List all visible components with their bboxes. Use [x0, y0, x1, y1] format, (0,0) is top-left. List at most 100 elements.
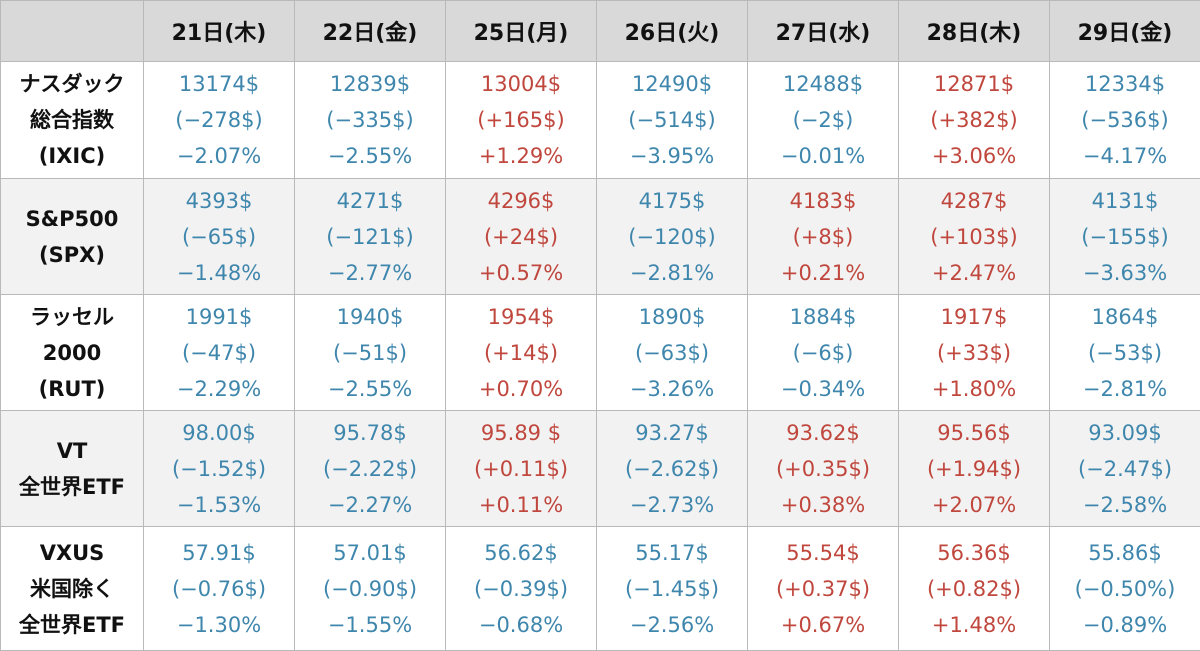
- percent-change: −2.55%: [327, 376, 413, 401]
- percent-change: −2.58%: [1082, 492, 1168, 517]
- percent-change: −2.27%: [327, 492, 413, 517]
- change-value: (−120$): [628, 224, 716, 249]
- percent-change: −2.55%: [327, 144, 413, 168]
- value-cell: 98.00$ (−1.52$) −1.53%: [143, 410, 295, 527]
- change-value: (−2.62$): [624, 456, 720, 481]
- percent-change: −2.73%: [629, 492, 715, 517]
- percent-change: +1.29%: [478, 144, 564, 168]
- change-value: (−51$): [332, 340, 408, 365]
- price-value: 4271$: [336, 188, 404, 213]
- row-label-line: (RUT): [38, 376, 106, 401]
- value-cell: 95.56$ (+1.94$) +2.07%: [898, 410, 1050, 527]
- percent-change: −2.77%: [327, 260, 413, 285]
- percent-change: −0.01%: [780, 144, 866, 168]
- price-value: 95.89 $: [480, 420, 562, 445]
- price-value: 95.78$: [333, 420, 407, 445]
- change-value: (−1.52$): [171, 456, 267, 481]
- row-label-line: 2000: [42, 340, 102, 365]
- percent-change: −2.56%: [629, 612, 715, 637]
- percent-change: −2.81%: [1082, 376, 1168, 401]
- change-value: (+8$): [792, 224, 854, 249]
- change-value: (+0.82$): [926, 576, 1022, 601]
- row-label-line: VT: [56, 438, 88, 463]
- value-cell: 57.01$ (−0.90$) −1.55%: [294, 526, 446, 651]
- value-cell: 4183$ (+8$) +0.21%: [747, 178, 899, 295]
- percent-change: +0.70%: [478, 376, 564, 401]
- price-value: 55.17$: [635, 540, 709, 565]
- price-value: 93.09$: [1088, 420, 1162, 445]
- percent-change: −0.89%: [1082, 612, 1168, 637]
- value-cell: 12839$ (−335$) −2.55%: [294, 61, 446, 179]
- corner-cell: [0, 0, 144, 62]
- change-value: (+14$): [483, 340, 559, 365]
- percent-change: −1.55%: [327, 612, 413, 637]
- value-cell: 1917$ (+33$) +1.80%: [898, 294, 1050, 411]
- price-value: 4131$: [1091, 188, 1159, 213]
- change-value: (−121$): [326, 224, 414, 249]
- change-value: (−2.22$): [322, 456, 418, 481]
- value-cell: 1890$ (−63$) −3.26%: [596, 294, 748, 411]
- percent-change: −3.26%: [629, 376, 715, 401]
- row-label-line: (SPX): [39, 242, 105, 267]
- price-value: 4183$: [789, 188, 857, 213]
- change-value: (−47$): [181, 340, 257, 365]
- percent-change: +3.06%: [931, 144, 1017, 168]
- row-label-line: ナスダック: [19, 72, 125, 96]
- percent-change: −2.07%: [176, 144, 262, 168]
- change-value: (−514$): [628, 108, 716, 132]
- percent-change: −2.29%: [176, 376, 262, 401]
- day-header: 28日(木): [898, 0, 1050, 62]
- value-cell: 12488$ (−2$) −0.01%: [747, 61, 899, 179]
- change-value: (−536$): [1081, 108, 1169, 132]
- header-row: 21日(木) 22日(金) 25日(月) 26日(火) 27日(水) 28日(木…: [0, 0, 1200, 62]
- percent-change: +1.80%: [931, 376, 1017, 401]
- price-value: 55.86$: [1088, 540, 1162, 565]
- change-value: (+0.37$): [775, 576, 871, 601]
- row-label: ラッセル 2000 (RUT): [0, 294, 144, 411]
- value-cell: 57.91$ (−0.76$) −1.30%: [143, 526, 295, 651]
- table-row: VT 全世界ETF 98.00$ (−1.52$) −1.53% 95.78$ (−2.22…: [0, 410, 1200, 527]
- value-cell: 95.78$ (−2.22$) −2.27%: [294, 410, 446, 527]
- percent-change: +0.67%: [780, 612, 866, 637]
- value-cell: 4296$ (+24$) +0.57%: [445, 178, 597, 295]
- price-value: 1954$: [487, 304, 555, 329]
- value-cell: 93.62$ (+0.35$) +0.38%: [747, 410, 899, 527]
- change-value: (−2.47$): [1077, 456, 1173, 481]
- percent-change: −4.17%: [1082, 144, 1168, 168]
- price-value: 57.01$: [333, 540, 407, 565]
- price-value: 98.00$: [182, 420, 256, 445]
- day-header: 29日(金): [1049, 0, 1200, 62]
- value-cell: 93.27$ (−2.62$) −2.73%: [596, 410, 748, 527]
- value-cell: 95.89 $ (+0.11$) +0.11%: [445, 410, 597, 527]
- percent-change: +0.57%: [478, 260, 564, 285]
- value-cell: 1991$ (−47$) −2.29%: [143, 294, 295, 411]
- percent-change: +2.07%: [931, 492, 1017, 517]
- change-value: (+382$): [930, 108, 1018, 132]
- value-cell: 12334$ (−536$) −4.17%: [1049, 61, 1200, 179]
- value-cell: 4131$ (−155$) −3.63%: [1049, 178, 1200, 295]
- price-value: 4393$: [185, 188, 253, 213]
- row-label: S&P500 (SPX): [0, 178, 144, 295]
- price-value: 12871$: [933, 72, 1015, 96]
- row-label-line: S&P500: [25, 206, 119, 231]
- price-value: 12488$: [782, 72, 864, 96]
- change-value: (−65$): [181, 224, 257, 249]
- value-cell: 4175$ (−120$) −2.81%: [596, 178, 748, 295]
- change-value: (+24$): [483, 224, 559, 249]
- percent-change: −1.48%: [176, 260, 262, 285]
- change-value: (+1.94$): [926, 456, 1022, 481]
- table-row: ラッセル 2000 (RUT) 1991$ (−47$) −2.29% 1940$ (−51$…: [0, 294, 1200, 411]
- price-value: 12839$: [329, 72, 411, 96]
- percent-change: −0.34%: [780, 376, 866, 401]
- change-value: (−278$): [175, 108, 263, 132]
- price-value: 1917$: [940, 304, 1008, 329]
- value-cell: 1884$ (−6$) −0.34%: [747, 294, 899, 411]
- change-value: (−1.45$): [624, 576, 720, 601]
- change-value: (−2$): [792, 108, 854, 132]
- row-label: VXUS 米国除く 全世界ETF: [0, 526, 144, 651]
- price-value: 1940$: [336, 304, 404, 329]
- value-cell: 1954$ (+14$) +0.70%: [445, 294, 597, 411]
- value-cell: 56.36$ (+0.82$) +1.48%: [898, 526, 1050, 651]
- percent-change: −2.81%: [629, 260, 715, 285]
